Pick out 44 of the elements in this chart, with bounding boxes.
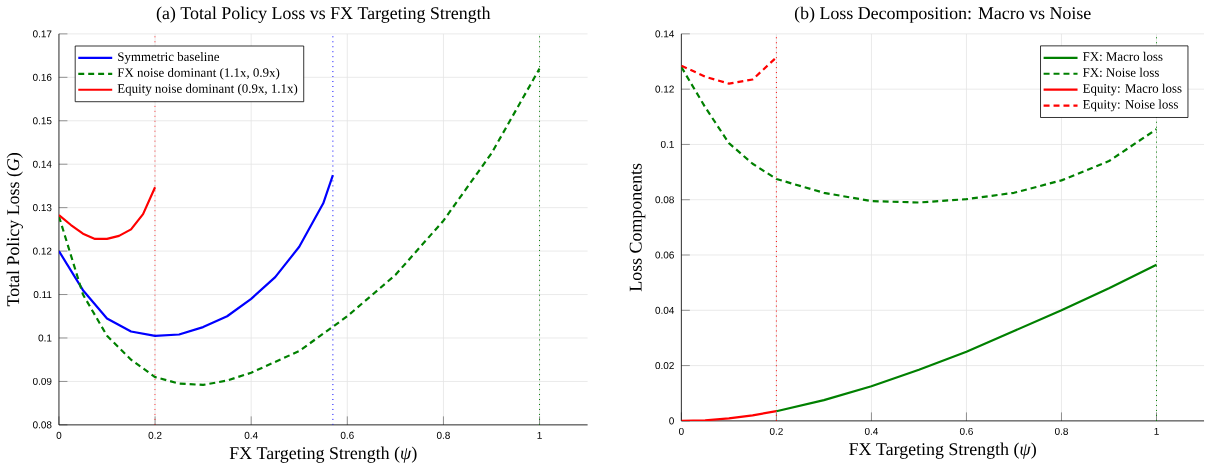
legend-label: Equity noise dominant (0.9x, 1.1x)	[117, 84, 298, 96]
x-axis-title: FX Targeting Strength (ψ)	[229, 446, 417, 464]
x-axis-title: FX Targeting Strength (ψ)	[849, 442, 1036, 460]
y-tick-label: 0.1	[38, 334, 52, 342]
y-tick-label: 0.13	[32, 204, 52, 212]
y-tick-label: 0.04	[655, 307, 675, 315]
x-tick-label: 0	[56, 432, 62, 440]
legend-label: FX noise dominant (1.1x, 0.9x)	[117, 68, 280, 80]
y-tick-label: 0.17	[32, 30, 52, 38]
chart-title: (a) Total Policy Loss vs FX Targeting Strength	[156, 6, 491, 24]
x-tick-label: 0.8	[436, 432, 450, 440]
y-tick-label: 0.1	[660, 141, 674, 149]
x-tick-label: 0.4	[864, 428, 879, 436]
y-tick-label: 0.06	[655, 251, 674, 259]
legend-label: FX: Macro loss	[1082, 52, 1163, 62]
y-axis-title: Loss Components	[629, 163, 646, 292]
chart-title: (b) Loss Decomposition: Macro vs Noise	[794, 6, 1091, 24]
y-tick-label: 0	[669, 417, 674, 425]
y-axis-title: Total Policy Loss (G)	[6, 153, 23, 307]
y-tick-label: 0.08	[655, 196, 674, 204]
legend-label: Symmetric baseline	[118, 52, 220, 64]
x-tick-label: 0.2	[769, 428, 783, 436]
y-tick-label: 0.12	[655, 85, 674, 93]
legend-label: Equity: Macro loss	[1082, 83, 1182, 96]
x-tick-label: 0	[678, 428, 684, 436]
y-tick-label: 0.14	[655, 30, 675, 38]
y-tick-label: 0.09	[32, 378, 52, 386]
x-tick-label: 0.2	[148, 432, 162, 440]
y-tick-label: 0.08	[32, 421, 52, 429]
x-tick-label: 0.4	[244, 432, 258, 440]
x-tick-label: 0.8	[1054, 428, 1068, 436]
x-tick-label: 1	[1154, 428, 1159, 435]
y-tick-label: 0.15	[32, 117, 52, 125]
line-series	[681, 410, 778, 422]
x-tick-label: 0.6	[959, 428, 973, 436]
y-tick-label: 0.16	[32, 74, 52, 82]
y-tick-label: 0.11	[33, 291, 52, 299]
y-tick-label: 0.02	[655, 362, 674, 370]
legend-label: Equity: Noise loss	[1082, 99, 1178, 112]
y-tick-label: 0.14	[32, 160, 52, 168]
x-tick-label: 0.6	[340, 432, 354, 440]
x-tick-label: 1	[537, 432, 542, 439]
legend-label: FX: Noise loss	[1082, 68, 1159, 78]
y-tick-label: 0.12	[32, 247, 52, 255]
